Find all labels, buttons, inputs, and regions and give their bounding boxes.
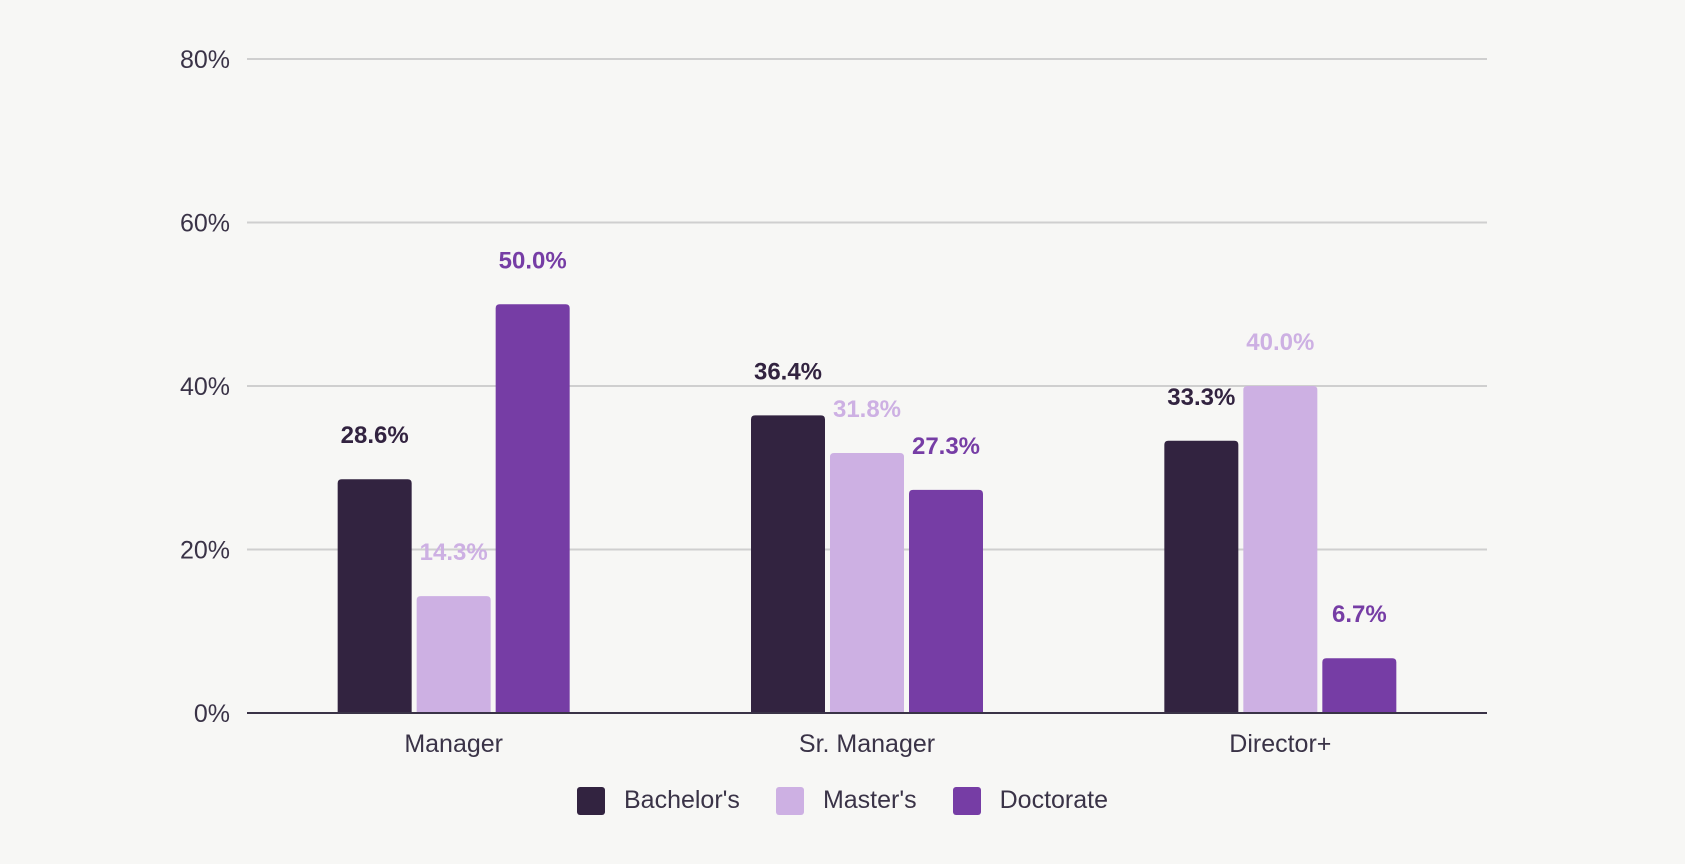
legend: Bachelor's Master's Doctorate xyxy=(0,786,1685,815)
data-label: 40.0% xyxy=(1246,329,1314,356)
bar xyxy=(1243,386,1318,713)
y-tick-label: 0% xyxy=(194,700,230,728)
bar xyxy=(909,489,983,713)
y-tick-label: 60% xyxy=(180,210,230,238)
legend-label-bachelors: Bachelor's xyxy=(623,786,740,814)
data-label: 6.7% xyxy=(1332,601,1387,628)
x-category-label: Manager xyxy=(404,730,503,758)
legend-swatch-bachelors xyxy=(576,786,605,815)
bar xyxy=(1322,658,1397,713)
data-label: 27.3% xyxy=(912,433,980,460)
x-category-label: Sr. Manager xyxy=(799,730,935,758)
bar xyxy=(1164,440,1239,713)
bar xyxy=(495,304,570,713)
bar-chart-svg: 0% 20% 40% 60% 80% 28.6% 14.3% 50.0% Manager 36.4… xyxy=(180,46,1487,758)
bar xyxy=(416,596,491,713)
legend-item-masters: Master's xyxy=(775,786,917,815)
data-label: 36.4% xyxy=(754,358,822,385)
legend-item-bachelors: Bachelor's xyxy=(576,786,740,815)
data-label: 28.6% xyxy=(341,422,409,449)
bar xyxy=(830,453,904,713)
legend-label-doctorate: Doctorate xyxy=(999,786,1109,814)
data-label: 14.3% xyxy=(420,539,488,566)
legend-swatch-masters xyxy=(775,786,804,815)
legend-label-masters: Master's xyxy=(822,786,917,814)
data-label: 50.0% xyxy=(499,247,567,274)
bar xyxy=(337,479,412,713)
y-tick-label: 40% xyxy=(180,373,230,401)
data-label: 33.3% xyxy=(1167,384,1235,411)
x-category-label: Director+ xyxy=(1229,730,1331,758)
y-tick-label: 80% xyxy=(180,46,230,74)
data-label: 31.8% xyxy=(833,396,901,423)
legend-item-doctorate: Doctorate xyxy=(952,786,1109,815)
legend-swatch-doctorate xyxy=(952,786,981,815)
bar xyxy=(751,415,825,713)
y-tick-label: 20% xyxy=(180,537,230,565)
